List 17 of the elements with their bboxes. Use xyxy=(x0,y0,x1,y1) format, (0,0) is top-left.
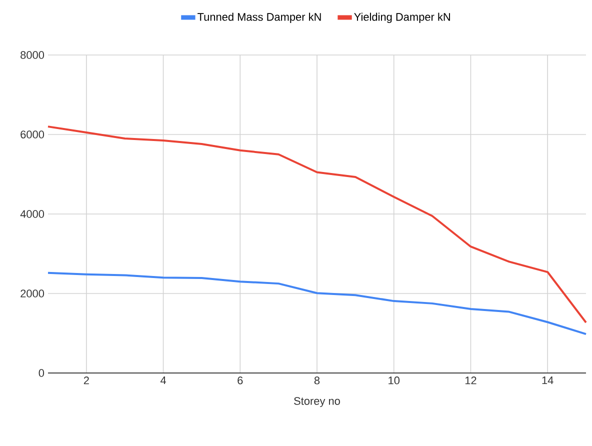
line-series xyxy=(47,272,588,336)
y-tick-label: 2000 xyxy=(20,290,44,298)
x-tick-label: 12 xyxy=(465,376,476,384)
x-axis-title: Storey no xyxy=(294,397,340,408)
y-tick-label: 6000 xyxy=(20,130,44,138)
y-tick-label: 4000 xyxy=(20,210,44,218)
x-tick-label: 8 xyxy=(314,376,320,384)
y-tick-label: 0 xyxy=(38,369,44,377)
legend-label: Tunned Mass Damper kN xyxy=(198,12,321,23)
x-tick-label: 6 xyxy=(238,376,243,384)
x-tick-label: 4 xyxy=(160,376,166,384)
line-series xyxy=(47,126,588,324)
x-tick-label: 10 xyxy=(388,376,400,384)
legend-label: Yielding Damper kN xyxy=(354,12,450,23)
x-tick-label: 2 xyxy=(84,376,89,384)
y-tick-label: 8000 xyxy=(20,51,44,59)
x-tick-label: 14 xyxy=(542,376,554,384)
